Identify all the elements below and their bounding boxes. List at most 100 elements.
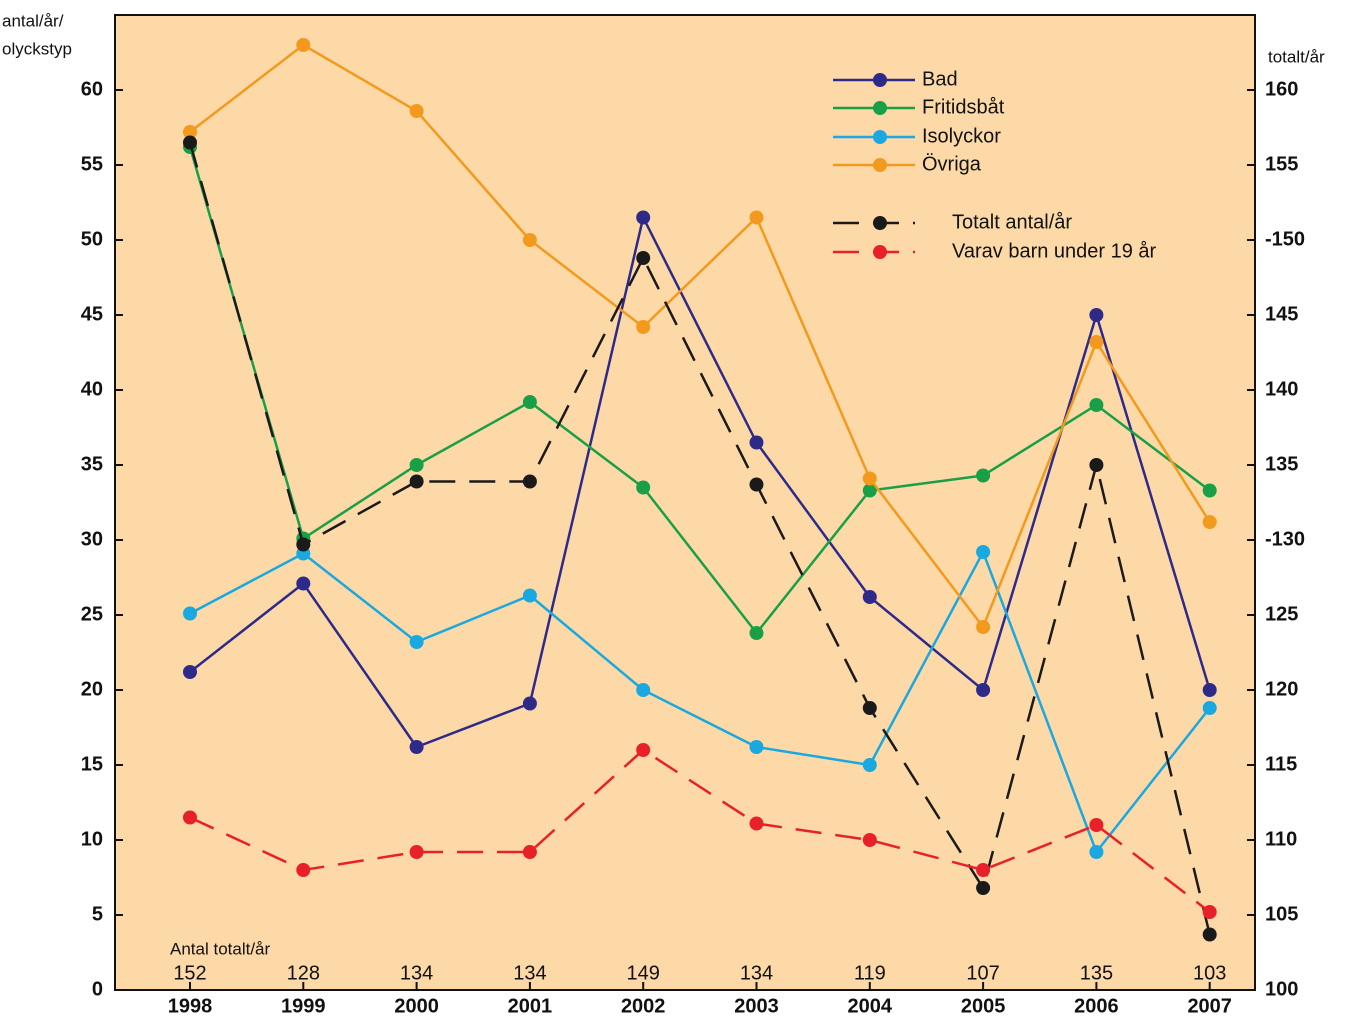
data-point	[296, 863, 311, 877]
data-point	[1202, 905, 1217, 919]
data-point	[296, 38, 311, 52]
data-point	[409, 458, 424, 472]
data-point	[183, 665, 197, 679]
data-point	[976, 468, 991, 483]
data-point	[636, 251, 651, 265]
data-point	[1089, 398, 1104, 412]
x-tick-label: 2003	[734, 995, 779, 1017]
data-point	[409, 104, 424, 118]
data-point	[1089, 845, 1104, 859]
data-point	[1089, 308, 1104, 322]
data-point	[522, 395, 537, 409]
data-point	[976, 545, 991, 559]
legend-label: Övriga	[922, 153, 982, 175]
total-label: 152	[173, 962, 206, 984]
y-tick-label: 20	[81, 678, 103, 700]
data-point	[636, 320, 651, 334]
y2-tick-label: 120	[1265, 678, 1298, 700]
y2-tick-label: 140	[1265, 378, 1298, 400]
total-label: 128	[287, 962, 320, 984]
y-tick-label: 30	[81, 528, 103, 550]
data-point	[183, 606, 197, 621]
data-point	[636, 210, 651, 225]
total-label: 149	[627, 962, 660, 984]
data-point	[862, 833, 877, 847]
y2-tick-label: 100	[1265, 978, 1298, 1000]
y-tick-label: 60	[81, 78, 103, 100]
y-tick-label: 40	[81, 378, 103, 400]
data-point	[1202, 683, 1217, 697]
y-tick-label: 10	[81, 828, 103, 850]
total-label: 119	[854, 962, 886, 984]
data-point	[409, 845, 424, 859]
series-line	[188, 142, 1211, 935]
y2-tick-label: 110	[1265, 828, 1297, 850]
y-tick-label: 0	[92, 978, 103, 1000]
data-point	[1202, 515, 1217, 529]
y2-tick-label: -130	[1265, 528, 1305, 550]
y-tick-label: 45	[81, 303, 103, 325]
x-tick-label: 2007	[1187, 995, 1232, 1017]
data-point	[749, 626, 764, 640]
data-point	[976, 683, 991, 697]
y-tick-label: 50	[81, 228, 103, 250]
data-point	[1202, 483, 1217, 498]
legend-marker	[873, 73, 887, 87]
y2-tick-label: 105	[1265, 903, 1298, 925]
total-label: 103	[1193, 962, 1226, 984]
data-point	[636, 683, 651, 697]
y-axis-label: antal/år/	[2, 11, 64, 30]
x-tick-label: 1999	[281, 995, 326, 1017]
y2-axis-label: totalt/år	[1268, 47, 1325, 66]
data-point	[183, 810, 197, 825]
legend-marker	[873, 245, 887, 259]
y2-tick-label: 125	[1265, 603, 1298, 625]
data-point	[409, 635, 424, 649]
totals-label: Antal totalt/år	[170, 939, 271, 958]
series-line	[189, 43, 1211, 630]
data-point	[636, 743, 651, 757]
data-point	[976, 881, 991, 895]
total-label: 134	[740, 962, 773, 984]
data-point	[183, 125, 197, 139]
data-point	[749, 816, 764, 831]
legend-marker	[873, 101, 887, 115]
legend-marker	[873, 216, 887, 230]
total-label: 134	[513, 962, 546, 984]
x-tick-label: 2006	[1074, 995, 1119, 1017]
y2-tick-label: 135	[1265, 453, 1298, 475]
data-point	[749, 435, 764, 450]
series-line	[189, 213, 1211, 749]
data-point	[296, 576, 311, 591]
y2-tick-label: -150	[1265, 228, 1305, 250]
data-point	[522, 588, 537, 603]
y2-tick-label: 155	[1265, 153, 1298, 175]
y2-tick-label: 160	[1265, 78, 1298, 100]
y-tick-label: 15	[81, 753, 103, 775]
legend-marker	[873, 130, 887, 144]
data-point	[976, 620, 991, 634]
data-point	[1089, 818, 1104, 832]
data-point	[1202, 701, 1217, 715]
y2-tick-label: 145	[1265, 303, 1298, 325]
data-point	[862, 483, 877, 498]
data-point	[1089, 458, 1104, 472]
data-point	[522, 474, 537, 489]
series-line	[189, 548, 1211, 855]
y2-tick-label: 115	[1265, 753, 1297, 775]
x-tick-label: 2002	[621, 995, 666, 1017]
data-point	[862, 701, 877, 715]
data-point	[296, 537, 311, 552]
data-point	[749, 210, 764, 225]
x-tick-label: 2001	[508, 995, 553, 1017]
y-tick-label: 35	[81, 453, 103, 475]
y-tick-label: 55	[81, 153, 103, 175]
data-point	[862, 471, 877, 486]
legend-marker	[873, 158, 887, 172]
data-point	[862, 590, 877, 604]
data-point	[1202, 927, 1217, 942]
series-line	[188, 146, 1211, 636]
y-axis-label: olyckstyp	[2, 39, 72, 58]
x-tick-label: 2004	[848, 995, 893, 1017]
